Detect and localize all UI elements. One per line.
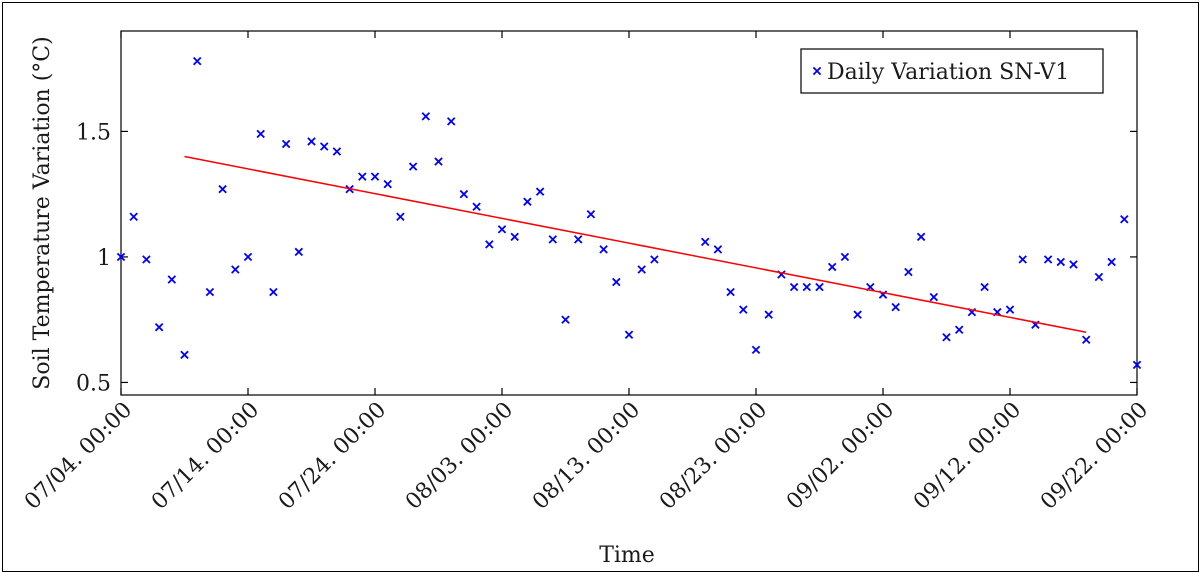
x-tick-label: 08/13. 00:00 bbox=[528, 398, 645, 515]
data-point bbox=[396, 212, 405, 222]
data-point bbox=[853, 310, 862, 319]
data-point bbox=[180, 350, 189, 360]
data-point bbox=[231, 265, 240, 274]
legend-label: Daily Variation SN-V1 bbox=[827, 60, 1069, 85]
data-point bbox=[294, 247, 304, 257]
data-point bbox=[167, 275, 177, 284]
data-point bbox=[142, 255, 151, 264]
data-point bbox=[434, 157, 443, 166]
data-point bbox=[421, 112, 431, 121]
legend-box bbox=[800, 48, 1104, 94]
data-point bbox=[459, 189, 469, 199]
data-point bbox=[510, 232, 519, 242]
legend-marker-icon bbox=[812, 66, 822, 76]
data-point bbox=[1056, 257, 1066, 267]
data-point bbox=[1081, 335, 1091, 345]
data-point bbox=[954, 325, 964, 334]
data-point bbox=[535, 187, 545, 196]
data-point bbox=[243, 252, 253, 262]
data-point bbox=[358, 172, 367, 181]
data-point bbox=[548, 235, 558, 244]
data-point bbox=[1018, 255, 1027, 264]
scatter-chart: 0.5 1 1.5 07/04. 00:00 07/14. 00:00 07/24. 0… bbox=[20, 30, 1153, 566]
data-point bbox=[332, 147, 342, 156]
data-point bbox=[599, 245, 608, 254]
data-point bbox=[573, 235, 583, 244]
data-point bbox=[586, 210, 596, 219]
data-point bbox=[916, 232, 926, 242]
x-tick-label: 08/23. 00:00 bbox=[655, 398, 772, 515]
data-point bbox=[408, 162, 418, 171]
x-axis-ticks: 07/04. 00:00 07/14. 00:00 07/24. 00:00 08/0… bbox=[20, 31, 1153, 515]
data-point bbox=[154, 322, 164, 332]
x-tick-label: 09/12. 00:00 bbox=[909, 398, 1026, 515]
x-tick-label: 07/04. 00:00 bbox=[20, 398, 137, 515]
data-point bbox=[1094, 272, 1104, 282]
x-tick-label: 09/22. 00:00 bbox=[1036, 398, 1153, 515]
data-point bbox=[205, 287, 215, 297]
data-point bbox=[980, 282, 989, 292]
data-point bbox=[929, 292, 939, 302]
data-point bbox=[827, 262, 837, 272]
data-point bbox=[1120, 215, 1129, 224]
x-tick-label: 09/02. 00:00 bbox=[782, 398, 899, 515]
data-point bbox=[726, 287, 735, 297]
data-point bbox=[764, 310, 773, 319]
data-point bbox=[485, 240, 494, 249]
trend-line-group bbox=[184, 155, 1087, 333]
data-point bbox=[942, 333, 951, 342]
data-point bbox=[116, 252, 126, 262]
data-point bbox=[1005, 305, 1015, 314]
data-point bbox=[472, 202, 481, 211]
data-point bbox=[1107, 257, 1116, 267]
y-tick-label: 0.5 bbox=[76, 371, 111, 396]
data-point bbox=[904, 267, 913, 277]
legend-cross bbox=[812, 66, 822, 76]
data-point bbox=[319, 142, 329, 151]
data-point bbox=[612, 277, 621, 287]
data-point bbox=[218, 184, 227, 194]
data-point bbox=[561, 315, 570, 324]
data-point bbox=[192, 56, 202, 66]
data-point bbox=[1132, 360, 1142, 370]
x-axis-title: Time bbox=[599, 543, 655, 566]
data-point bbox=[891, 302, 900, 312]
x-tick-label: 07/14. 00:00 bbox=[147, 398, 264, 515]
data-point bbox=[446, 117, 456, 126]
data-point bbox=[739, 305, 748, 314]
data-marks bbox=[116, 56, 1142, 370]
data-point bbox=[815, 282, 824, 292]
data-point bbox=[650, 255, 659, 264]
data-point bbox=[1043, 255, 1053, 264]
data-point bbox=[523, 197, 532, 206]
data-point bbox=[256, 129, 265, 139]
trend-line bbox=[184, 155, 1087, 333]
data-point bbox=[624, 330, 634, 339]
y-axis-title: Soil Temperature Variation (°C) bbox=[30, 36, 55, 389]
x-tick-label: 07/24. 00:00 bbox=[274, 398, 391, 515]
data-point bbox=[497, 225, 507, 234]
data-point bbox=[383, 179, 392, 189]
data-point bbox=[370, 172, 380, 181]
data-point bbox=[700, 237, 710, 247]
data-point bbox=[1069, 260, 1078, 269]
y-tick-label: 1 bbox=[97, 246, 111, 271]
data-point bbox=[840, 252, 850, 262]
data-point bbox=[751, 345, 761, 355]
data-point bbox=[802, 282, 812, 292]
data-point bbox=[269, 287, 278, 297]
data-point bbox=[789, 282, 799, 292]
y-tick-label: 1.5 bbox=[76, 120, 111, 145]
data-point bbox=[637, 265, 646, 274]
legend: Daily Variation SN-V1 bbox=[800, 48, 1104, 94]
plot-group: 0.5 1 1.5 07/04. 00:00 07/14. 00:00 07/24. 0… bbox=[20, 30, 1153, 515]
x-tick-label: 08/03. 00:00 bbox=[401, 398, 518, 515]
data-point bbox=[281, 139, 291, 149]
data-point bbox=[129, 212, 138, 222]
data-point bbox=[307, 137, 316, 146]
data-point bbox=[713, 245, 723, 254]
y-axis-ticks: 0.5 1 1.5 bbox=[76, 120, 1137, 396]
